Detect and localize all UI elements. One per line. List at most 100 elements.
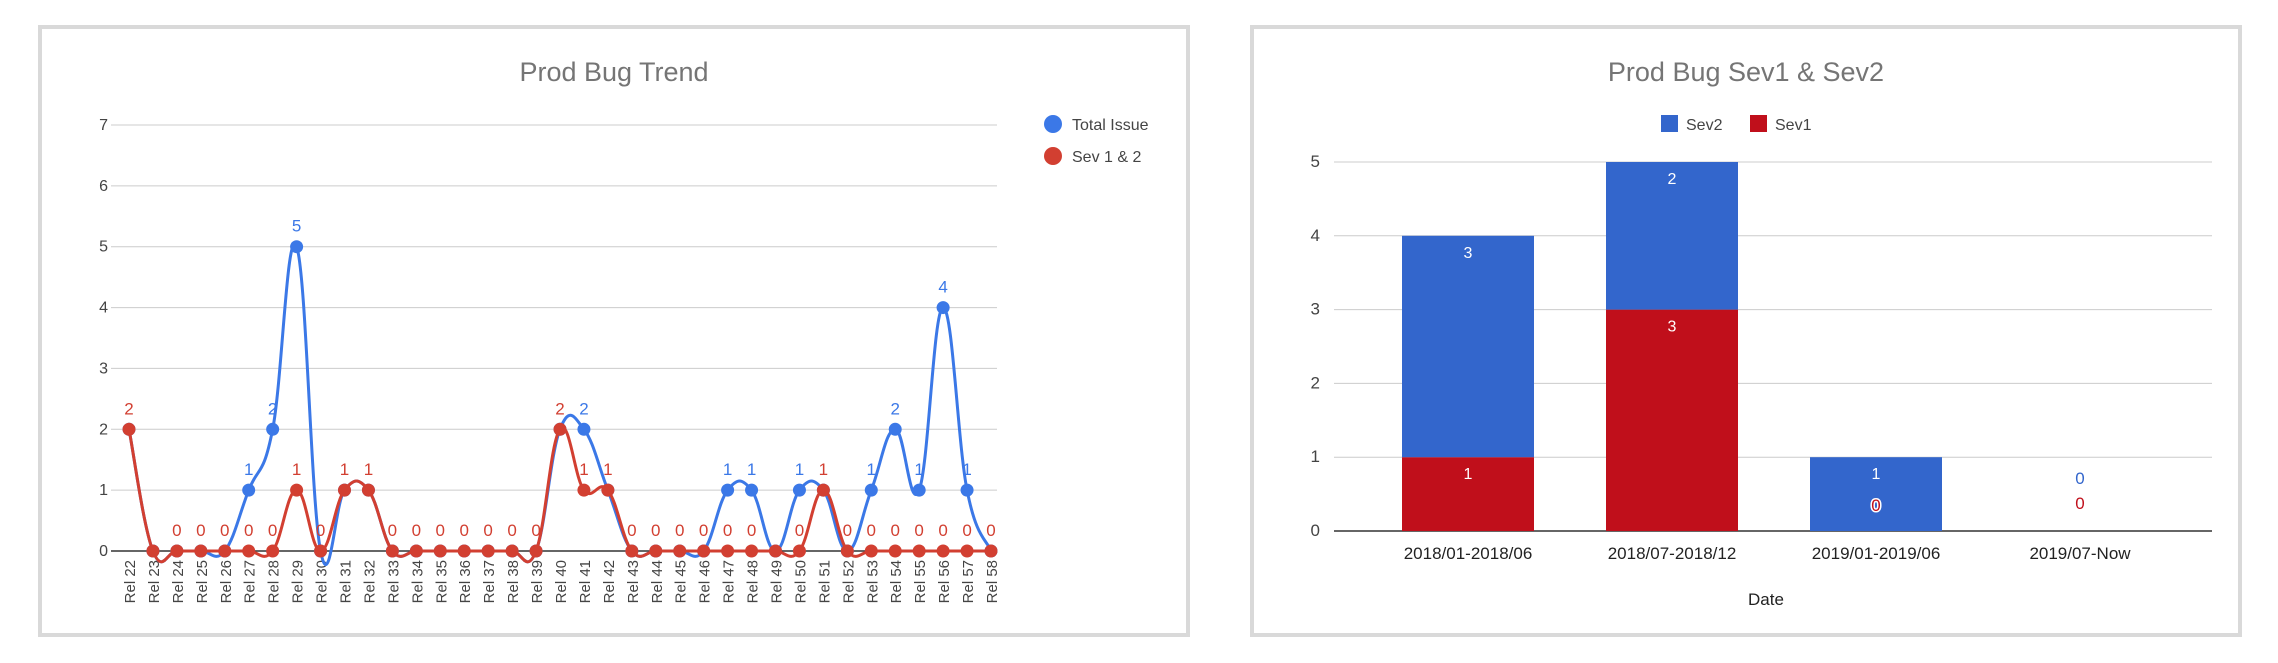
data-label-sev-1-2-rel-47: 0	[723, 521, 732, 540]
data-point-sev-1-2-rel-22	[122, 422, 136, 436]
data-point-sev-1-2-rel-52	[840, 544, 854, 558]
x-tick-label-rel-25: Rel 25	[194, 560, 211, 603]
data-point-sev-1-2-rel-29	[290, 483, 304, 497]
chart-title: Prod Bug Trend	[519, 57, 708, 87]
data-label-sev-1-2-rel-26: 0	[220, 521, 229, 540]
x-tick-label-rel-46: Rel 46	[697, 560, 714, 603]
data-point-total-issue-rel-48	[745, 483, 759, 497]
data-point-total-issue-rel-57	[960, 483, 974, 497]
data-label-sev1-2018-01-2018-06: 1	[1464, 466, 1473, 483]
data-label-sev-1-2-rel-29: 1	[292, 460, 301, 479]
data-point-sev-1-2-rel-54	[888, 544, 902, 558]
chart-legend: Sev2 Sev1	[1661, 115, 1812, 134]
x-tick-label-rel-28: Rel 28	[266, 560, 283, 603]
x-tick-label-rel-47: Rel 47	[721, 560, 738, 603]
data-point-sev-1-2-rel-41	[577, 483, 591, 497]
x-tick-label-rel-56: Rel 56	[936, 560, 953, 603]
x-tick-label-rel-50: Rel 50	[792, 560, 809, 603]
x-tick-label-2019-07-now: 2019/07-Now	[2029, 544, 2131, 563]
data-label-sev-1-2-rel-53: 0	[867, 521, 876, 540]
data-label-sev-1-2-rel-35: 0	[436, 521, 445, 540]
x-tick-label-rel-49: Rel 49	[769, 560, 786, 603]
data-point-total-issue-rel-50	[792, 483, 806, 497]
data-label-sev-1-2-rel-50: 0	[795, 521, 804, 540]
data-point-sev-1-2-rel-57	[960, 544, 974, 558]
y-tick-label-2: 2	[99, 421, 108, 438]
data-point-sev-1-2-rel-40	[553, 422, 567, 436]
data-label-total-issue-rel-28: 2	[268, 399, 277, 418]
data-point-sev-1-2-rel-28	[266, 544, 280, 558]
data-label-sev-1-2-rel-51: 1	[819, 460, 828, 479]
data-label-sev1-2019-07-now: 0	[2075, 494, 2084, 513]
data-point-sev-1-2-rel-48	[745, 544, 759, 558]
data-label-total-issue-rel-54: 2	[890, 399, 899, 418]
y-tick-label-6: 6	[99, 178, 108, 195]
data-label-total-issue-rel-27: 1	[244, 460, 253, 479]
data-point-sev-1-2-rel-35	[433, 544, 447, 558]
x-tick-label-rel-38: Rel 38	[505, 560, 522, 603]
data-label-sev-1-2-rel-27: 0	[244, 521, 253, 540]
data-label-sev-1-2-rel-39: 0	[531, 521, 540, 540]
x-tick-labels: Rel 22 Rel 23 Rel 24 Rel 25 Rel 26 Rel 27 Rel …	[122, 560, 1001, 603]
x-tick-label-rel-24: Rel 24	[170, 560, 187, 603]
bug-trend-chart: Prod Bug Trend Total Issue Sev 1 & 2 0 1 2…	[99, 57, 1149, 603]
data-point-sev-1-2-rel-44	[649, 544, 663, 558]
data-point-sev-1-2-rel-39	[529, 544, 543, 558]
x-tick-label-rel-23: Rel 23	[146, 560, 163, 603]
data-point-sev-1-2-rel-49	[769, 544, 782, 558]
data-label-sev-1-2-rel-45: 0	[675, 521, 684, 540]
y-tick-label-0: 0	[1311, 521, 1320, 540]
data-label-sev2-2019-07-now: 0	[2075, 469, 2084, 488]
data-label-sev-1-2-rel-52: 0	[843, 521, 852, 540]
data-label-sev-1-2-rel-55: 0	[914, 521, 923, 540]
chart-title: Prod Bug Sev1 & Sev2	[1608, 57, 1884, 87]
y-tick-label-5: 5	[99, 239, 108, 256]
y-tick-label-7: 7	[99, 117, 108, 134]
x-tick-label-rel-22: Rel 22	[122, 560, 139, 603]
x-tick-label-rel-40: Rel 40	[553, 560, 570, 603]
data-label-sev-1-2-rel-46: 0	[699, 521, 708, 540]
data-point-sev-1-2-rel-51	[816, 483, 830, 497]
data-point-sev-1-2-rel-53	[864, 544, 878, 558]
y-tick-label-4: 4	[1311, 226, 1320, 245]
y-tick-label-2: 2	[1311, 373, 1320, 392]
data-labels: 3 1 2 3 1 0 0 0	[1464, 171, 2085, 517]
data-label-sev-1-2-rel-40: 2	[555, 399, 564, 418]
series-line-sev-1-2	[127, 426, 991, 564]
data-point-total-issue-rel-56	[936, 301, 950, 315]
data-point-sev-1-2-rel-27	[242, 544, 256, 558]
data-point-sev-1-2-rel-50	[792, 544, 806, 558]
x-tick-label-rel-31: Rel 31	[338, 560, 355, 603]
data-point-sev-1-2-rel-45	[673, 544, 687, 558]
x-tick-label-rel-36: Rel 36	[457, 560, 474, 603]
sev-bar-chart: Prod Bug Sev1 & Sev2 Sev2 Sev1 Date 0123…	[1311, 57, 2212, 609]
data-label-sev-1-2-rel-32: 1	[364, 460, 373, 479]
data-point-sev-1-2-rel-23	[146, 544, 160, 558]
x-tick-label-rel-35: Rel 35	[433, 560, 450, 603]
data-point-sev-1-2-rel-46	[697, 544, 711, 558]
y-tick-label-5: 5	[1311, 152, 1320, 171]
bar-sev1-2018-07-2018-12	[1606, 309, 1738, 531]
data-label-sev-1-2-rel-22: 2	[124, 399, 133, 418]
data-label-total-issue-rel-56: 4	[938, 278, 947, 297]
legend-label-total-issue: Total Issue	[1072, 117, 1149, 134]
data-point-sev-1-2-rel-37	[481, 544, 495, 558]
data-point-sev-1-2-rel-26	[218, 544, 232, 558]
data-point-total-issue-rel-28	[266, 422, 280, 436]
data-label-sev2-2018-01-2018-06: 3	[1464, 245, 1473, 262]
data-label-sev-1-2-rel-31: 1	[340, 460, 349, 479]
data-label-sev2-2019-01-2019-06: 1	[1872, 466, 1881, 483]
legend-swatch-sev2	[1661, 115, 1678, 132]
data-label-total-issue-rel-57: 1	[962, 460, 971, 479]
legend-label-sev1: Sev1	[1775, 117, 1812, 134]
data-point-sev-1-2-rel-47	[721, 544, 735, 558]
data-label-total-issue-rel-55: 1	[914, 460, 923, 479]
data-label-total-issue-rel-50: 1	[795, 460, 804, 479]
x-tick-label-2018-07-2018-12: 2018/07-2018/12	[1608, 544, 1737, 563]
legend-swatch-total-issue	[1044, 115, 1062, 133]
x-tick-label-rel-51: Rel 51	[816, 560, 833, 603]
x-tick-label-rel-58: Rel 58	[984, 560, 1001, 603]
y-tick-label-1: 1	[99, 482, 108, 499]
x-tick-label-rel-52: Rel 52	[840, 560, 857, 603]
x-tick-label-rel-26: Rel 26	[218, 560, 235, 603]
